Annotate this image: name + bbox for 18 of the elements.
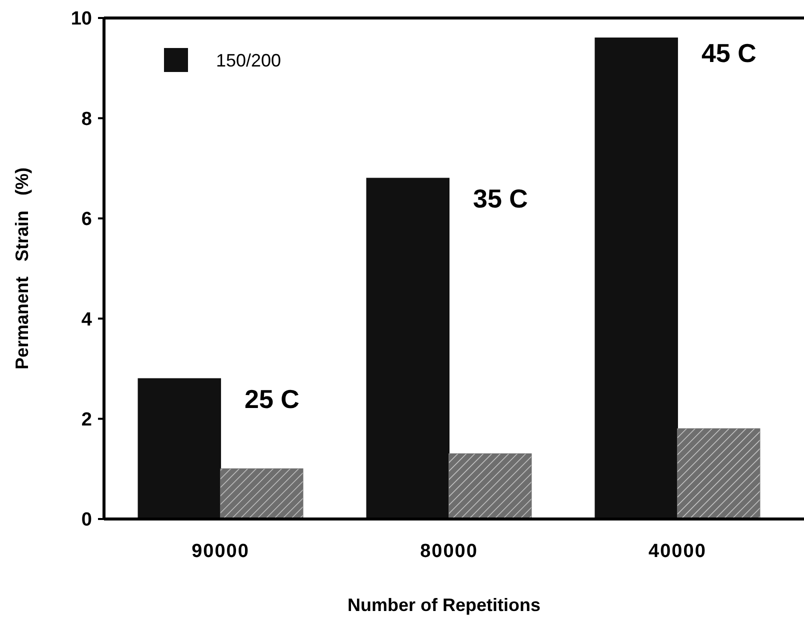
y-axis-title: Permanent Strain (%) bbox=[12, 167, 32, 370]
annotation: 35 C bbox=[473, 183, 528, 214]
y-tick-label: 8 bbox=[81, 108, 92, 130]
bar bbox=[366, 178, 450, 520]
y-tick-label: 6 bbox=[81, 209, 92, 230]
x-axis-title: Number of Repetitions bbox=[347, 595, 541, 615]
bar bbox=[594, 38, 678, 520]
y-tick-label: 2 bbox=[81, 409, 92, 430]
x-tick-label: 40000 bbox=[648, 541, 706, 562]
annotation: 45 C bbox=[701, 38, 757, 68]
bar bbox=[138, 378, 222, 520]
y-tick-label: 10 bbox=[70, 8, 92, 30]
x-tick-label: 90000 bbox=[192, 541, 250, 562]
y-tick-label: 4 bbox=[81, 309, 92, 330]
y-tick-label: 0 bbox=[81, 510, 92, 531]
annotation: 25 C bbox=[244, 384, 300, 414]
x-tick-label: 80000 bbox=[420, 541, 478, 562]
legend-label: 150/200 bbox=[216, 50, 282, 70]
